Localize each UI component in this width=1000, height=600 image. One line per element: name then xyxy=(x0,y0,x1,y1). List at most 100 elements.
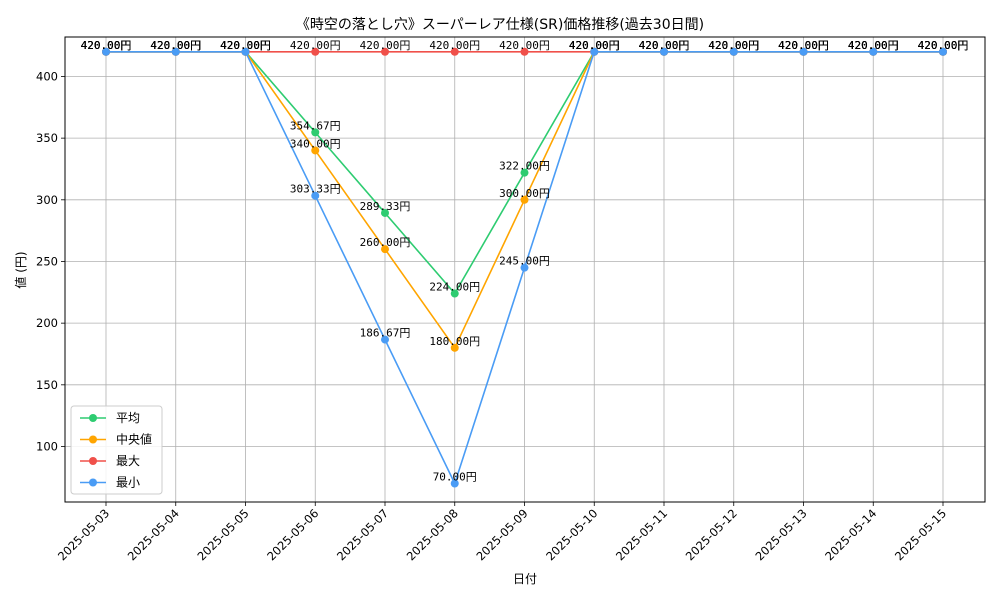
data-point xyxy=(171,47,180,56)
data-label: 420.00円 xyxy=(918,39,969,52)
data-label: 420.00円 xyxy=(778,39,829,52)
data-label: 420.00円 xyxy=(220,39,271,52)
y-tick-label: 250 xyxy=(36,254,58,268)
data-label: 340.00円 xyxy=(290,137,341,150)
data-label: 420.00円 xyxy=(639,39,690,52)
x-tick-label: 2025-05-10 xyxy=(543,506,600,563)
legend-marker xyxy=(89,435,97,444)
data-point xyxy=(450,343,459,352)
data-point xyxy=(939,47,947,56)
data-label: 70.00円 xyxy=(433,470,477,483)
data-label: 420.00円 xyxy=(639,39,690,52)
data-point xyxy=(660,47,668,56)
legend-label: 最大 xyxy=(116,454,140,468)
data-point xyxy=(381,208,389,217)
y-tick-label: 150 xyxy=(36,378,58,392)
legend-label: 中央値 xyxy=(116,432,152,447)
data-label: 303.33円 xyxy=(290,183,341,196)
data-label: 420.00円 xyxy=(639,39,690,52)
data-point xyxy=(311,47,320,56)
x-tick-label: 2025-05-11 xyxy=(613,506,670,563)
x-tick-label: 2025-05-06 xyxy=(264,506,321,563)
data-label: 420.00円 xyxy=(708,39,759,52)
x-tick-label: 2025-05-13 xyxy=(752,506,809,563)
data-point xyxy=(311,146,320,155)
data-point xyxy=(381,335,389,344)
data-point xyxy=(241,47,250,56)
y-axis-label: 値 (円) xyxy=(13,251,28,288)
legend-label: 平均 xyxy=(116,411,140,425)
data-label: 354.67円 xyxy=(290,119,341,132)
plot-frame xyxy=(64,36,986,503)
data-point xyxy=(799,47,808,56)
y-tick-label: 350 xyxy=(36,131,58,145)
data-label: 420.00円 xyxy=(848,39,899,52)
data-point xyxy=(869,47,878,56)
data-label: 420.00円 xyxy=(81,39,132,52)
data-label: 420.00円 xyxy=(150,39,201,52)
axes: 2025-05-03 2025-05-04 2025-05-05 2025-05-06… xyxy=(36,36,986,563)
y-tick-label: 400 xyxy=(36,69,58,83)
legend-box xyxy=(70,405,163,495)
data-label: 260.00円 xyxy=(360,236,411,249)
legend-marker xyxy=(89,457,97,465)
x-tick-label: 2025-05-03 xyxy=(55,506,112,563)
data-point xyxy=(381,245,389,254)
y-tick-label: 100 xyxy=(36,439,58,453)
data-label: 420.00円 xyxy=(708,39,759,52)
data-label: 420.00円 xyxy=(569,39,620,52)
data-label: 420.00円 xyxy=(290,39,341,52)
data-label: 245.00円 xyxy=(499,255,550,268)
legend-marker xyxy=(89,414,97,422)
data-label: 420.00円 xyxy=(778,39,829,52)
data-point xyxy=(729,47,738,56)
data-label: 289.33円 xyxy=(360,200,411,213)
data-label: 186.67円 xyxy=(360,327,411,340)
x-tick-label: 2025-05-15 xyxy=(892,506,949,563)
data-label: 420.00円 xyxy=(848,39,899,52)
data-point xyxy=(520,195,529,204)
data-label: 420.00円 xyxy=(778,39,829,52)
data-label: 180.00円 xyxy=(429,335,480,348)
data-label: 300.00円 xyxy=(499,187,550,200)
data-point xyxy=(450,479,459,488)
data-label: 420.00円 xyxy=(499,39,550,52)
y-tick-label: 200 xyxy=(36,316,58,330)
series-lines xyxy=(102,47,947,488)
data-point xyxy=(311,128,320,137)
data-label: 322.00円 xyxy=(499,160,550,173)
x-tick-label: 2025-05-12 xyxy=(683,506,740,563)
data-label: 420.00円 xyxy=(569,39,620,52)
data-point xyxy=(520,263,529,272)
data-label: 420.00円 xyxy=(848,39,899,52)
data-point xyxy=(311,191,320,200)
data-label: 420.00円 xyxy=(708,39,759,52)
data-label: 420.00円 xyxy=(150,39,201,52)
data-label: 420.00円 xyxy=(220,39,271,52)
x-tick-label: 2025-05-05 xyxy=(194,506,251,563)
data-label: 420.00円 xyxy=(81,39,132,52)
data-label: 420.00円 xyxy=(708,39,759,52)
data-label: 420.00円 xyxy=(220,39,271,52)
data-label: 420.00円 xyxy=(569,39,620,52)
data-label: 420.00円 xyxy=(429,39,480,52)
data-label: 420.00円 xyxy=(220,39,271,52)
x-tick-label: 2025-05-09 xyxy=(473,506,530,563)
y-tick-label: 300 xyxy=(36,193,58,207)
data-label: 420.00円 xyxy=(918,39,969,52)
data-label: 420.00円 xyxy=(81,39,132,52)
x-tick-label: 2025-05-14 xyxy=(822,506,879,563)
data-point xyxy=(590,47,599,56)
data-label: 420.00円 xyxy=(918,39,969,52)
data-point xyxy=(102,47,110,56)
data-label: 420.00円 xyxy=(81,39,132,52)
data-label: 420.00円 xyxy=(778,39,829,52)
data-label: 420.00円 xyxy=(848,39,899,52)
x-tick-label: 2025-05-08 xyxy=(404,506,461,563)
data-label: 420.00円 xyxy=(569,39,620,52)
x-tick-label: 2025-05-07 xyxy=(334,506,391,563)
data-point xyxy=(520,47,529,56)
data-point xyxy=(520,168,529,177)
